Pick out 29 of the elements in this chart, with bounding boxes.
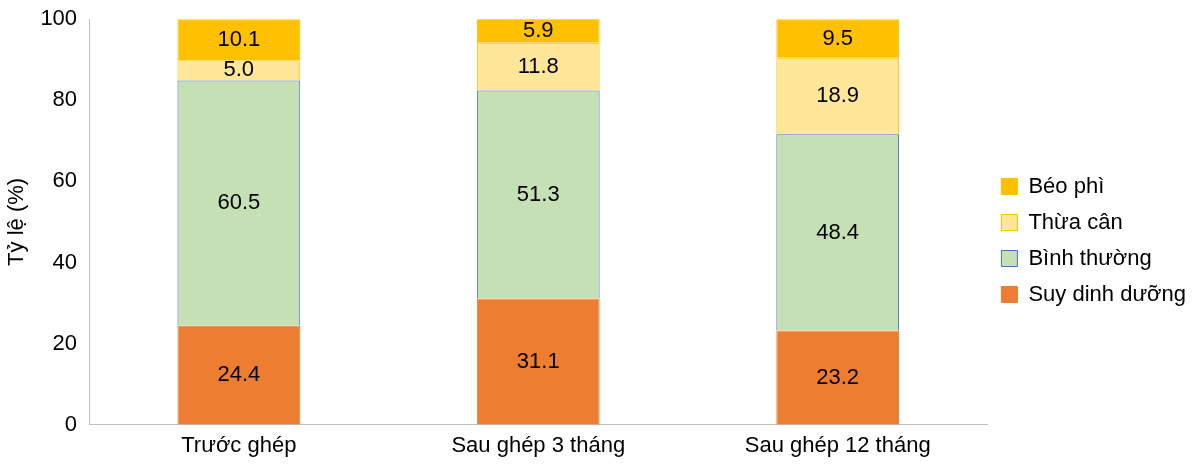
data-label: 9.5 (822, 24, 853, 50)
data-label: 10.1 (217, 25, 261, 51)
y-tick-label: 40 (52, 248, 78, 274)
y-axis-title: Tỷ lệ (%) (3, 177, 29, 266)
bar (776, 330, 900, 425)
legend-label: Thừa cân (1028, 208, 1123, 234)
legend-label: Suy dinh dưỡng (1028, 280, 1187, 306)
data-label: 51.3 (516, 180, 560, 206)
data-label: 11.8 (517, 52, 559, 78)
x-tick-label: Trước ghép (181, 431, 297, 457)
y-tick-label: 20 (52, 329, 78, 355)
y-tick-label: 100 (40, 5, 78, 31)
data-label: 60.5 (217, 189, 261, 215)
y-tick-label: 0 (64, 410, 78, 436)
y-tick-label: 60 (52, 167, 78, 193)
bar (177, 325, 301, 425)
data-label: 5.9 (522, 16, 554, 42)
legend-label: Béo phì (1028, 172, 1105, 198)
x-tick-label: Sau ghép 3 tháng (451, 431, 626, 457)
data-label: 24.4 (217, 361, 261, 387)
data-label: 31.1 (516, 347, 560, 373)
legend-label: Bình thường (1028, 244, 1152, 270)
x-tick-label: Sau ghép 12 tháng (744, 431, 931, 457)
data-label: 48.4 (816, 218, 860, 244)
y-tick-label: 80 (52, 86, 78, 112)
data-label: 23.2 (816, 363, 860, 389)
bar (476, 298, 600, 425)
data-label: 18.9 (816, 82, 860, 108)
data-label: 5.0 (223, 56, 255, 82)
